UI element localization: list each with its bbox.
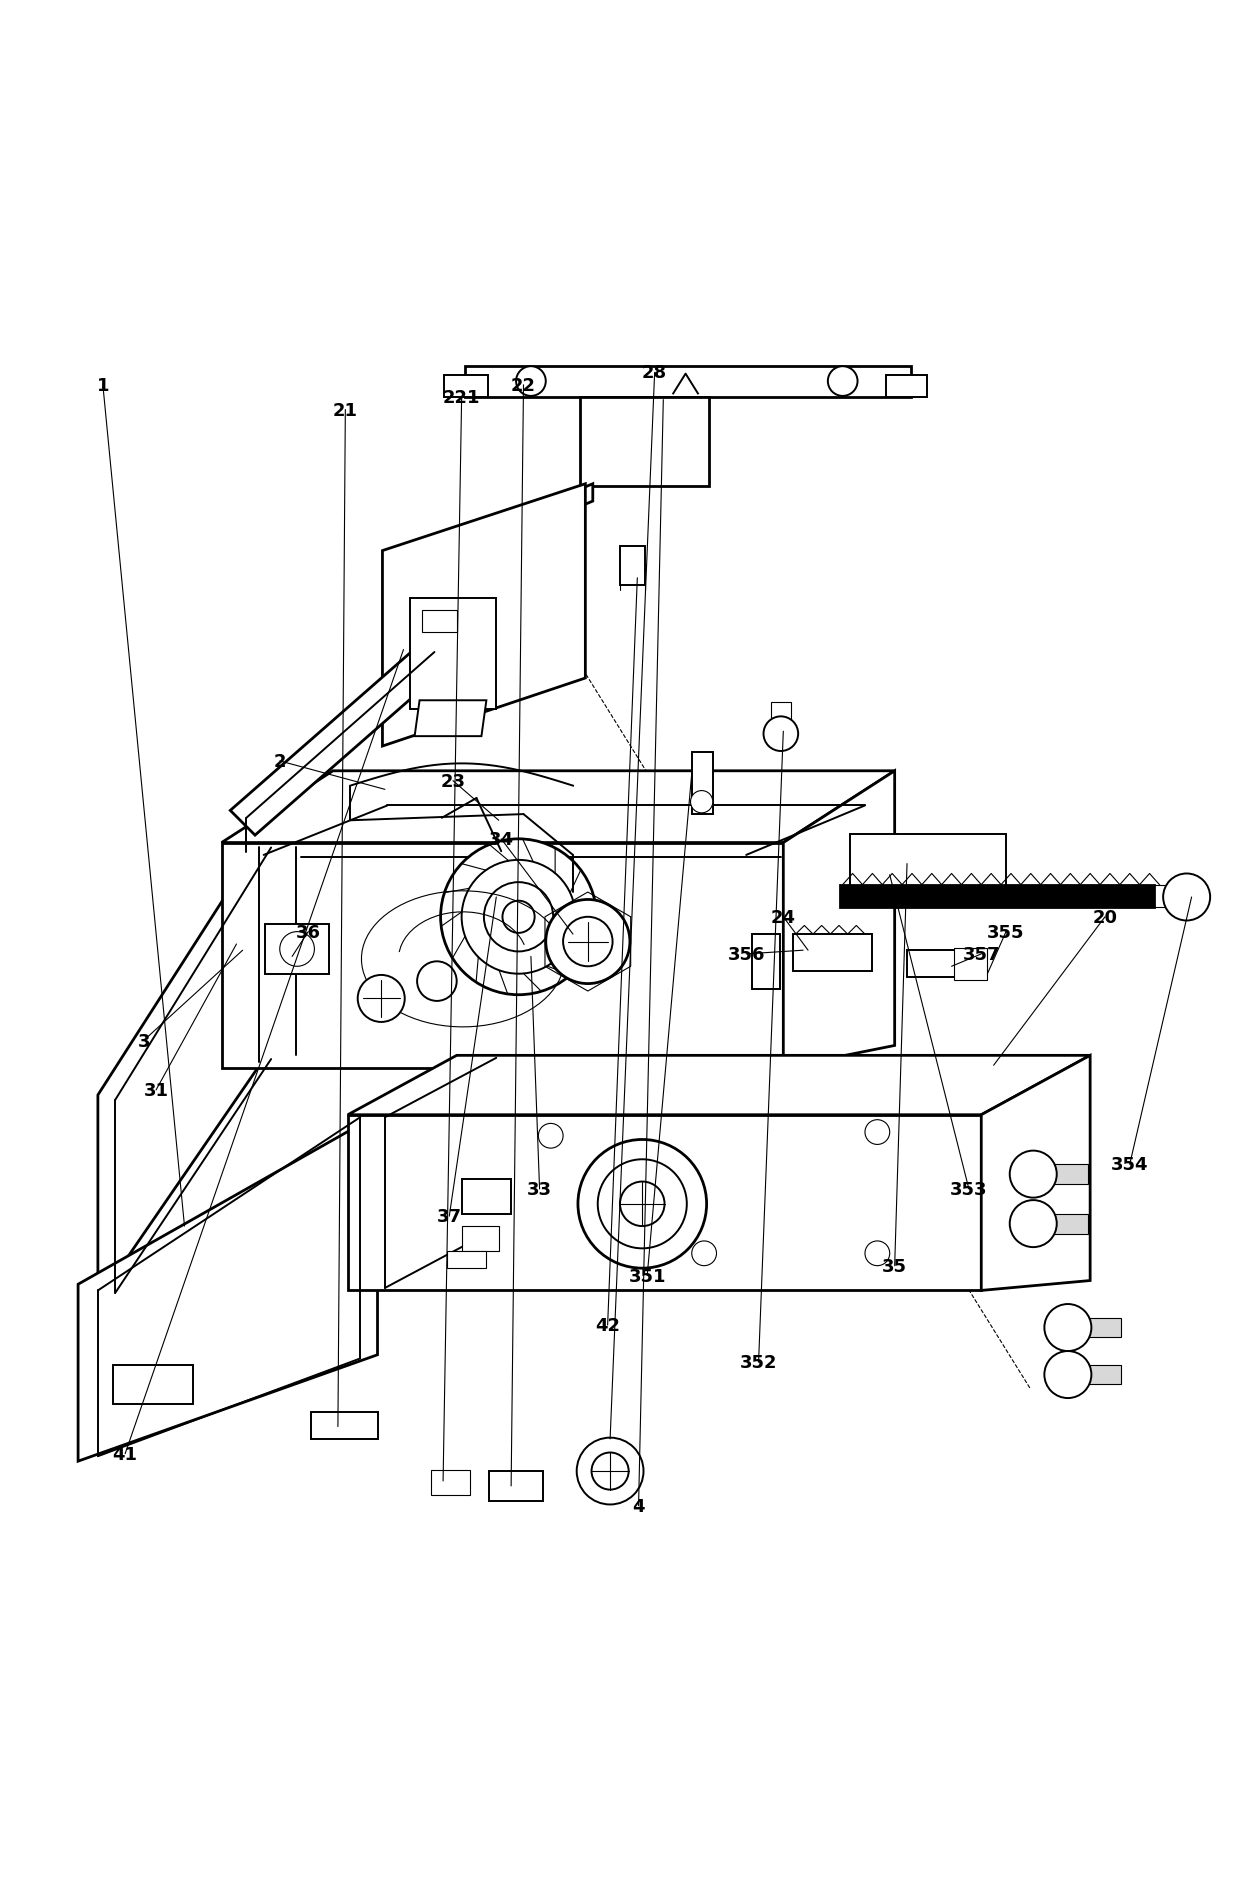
Circle shape <box>1044 1351 1091 1398</box>
Polygon shape <box>1030 1166 1087 1184</box>
Bar <box>1154 886 1189 907</box>
Bar <box>409 599 496 710</box>
Circle shape <box>502 901 534 933</box>
Polygon shape <box>841 886 1154 907</box>
Polygon shape <box>78 1115 377 1462</box>
Bar <box>461 1179 511 1215</box>
Text: 2: 2 <box>274 752 286 771</box>
Circle shape <box>516 366 546 397</box>
Text: 355: 355 <box>987 924 1024 941</box>
Bar <box>113 1366 193 1405</box>
Bar <box>794 935 873 971</box>
Bar <box>461 1226 498 1251</box>
Bar <box>430 1470 470 1494</box>
Circle shape <box>563 918 613 967</box>
Bar <box>906 950 959 979</box>
Text: 22: 22 <box>511 376 536 395</box>
Text: 35: 35 <box>882 1256 908 1275</box>
Circle shape <box>546 899 630 984</box>
Polygon shape <box>98 841 262 1302</box>
Bar <box>489 1472 543 1502</box>
Bar <box>265 926 330 975</box>
Bar <box>446 1251 486 1269</box>
Text: 34: 34 <box>489 831 513 848</box>
Text: 24: 24 <box>771 909 796 926</box>
Text: 1: 1 <box>97 376 109 395</box>
Polygon shape <box>422 610 456 633</box>
Polygon shape <box>465 366 910 399</box>
Bar <box>954 948 987 980</box>
Polygon shape <box>347 1056 1090 1115</box>
Circle shape <box>1044 1303 1091 1351</box>
Circle shape <box>866 1241 890 1266</box>
Polygon shape <box>784 771 895 1067</box>
Bar <box>859 842 997 882</box>
Text: 41: 41 <box>113 1445 138 1462</box>
Text: 42: 42 <box>595 1317 620 1334</box>
Text: 354: 354 <box>1111 1156 1148 1173</box>
Bar <box>851 835 1006 890</box>
Circle shape <box>280 931 315 967</box>
Polygon shape <box>449 484 593 561</box>
Circle shape <box>1009 1201 1056 1247</box>
Text: 3: 3 <box>138 1031 150 1050</box>
Text: 357: 357 <box>962 944 999 963</box>
Circle shape <box>764 718 799 752</box>
Circle shape <box>620 1183 665 1226</box>
Circle shape <box>692 1241 717 1266</box>
Circle shape <box>1009 1150 1056 1198</box>
Bar <box>771 703 791 737</box>
Circle shape <box>538 1124 563 1149</box>
Text: 352: 352 <box>740 1353 777 1371</box>
Text: 23: 23 <box>440 773 465 790</box>
Circle shape <box>484 882 553 952</box>
Circle shape <box>828 366 858 397</box>
Polygon shape <box>414 701 486 737</box>
Text: 21: 21 <box>332 400 358 419</box>
Polygon shape <box>444 376 487 399</box>
Text: 351: 351 <box>629 1268 666 1285</box>
Circle shape <box>461 859 575 975</box>
Polygon shape <box>1065 1366 1121 1385</box>
Polygon shape <box>981 1056 1090 1290</box>
Polygon shape <box>887 376 926 399</box>
Text: 33: 33 <box>527 1181 552 1198</box>
Polygon shape <box>231 646 444 835</box>
Text: 356: 356 <box>728 944 765 963</box>
Circle shape <box>598 1160 687 1249</box>
Bar <box>753 935 780 990</box>
Text: 37: 37 <box>436 1207 461 1226</box>
Bar <box>692 754 713 814</box>
Text: 4: 4 <box>632 1496 645 1515</box>
Text: 353: 353 <box>950 1181 987 1198</box>
Circle shape <box>866 1120 890 1145</box>
Circle shape <box>1163 875 1210 922</box>
Circle shape <box>578 1139 707 1269</box>
Circle shape <box>691 791 713 814</box>
Polygon shape <box>222 771 895 842</box>
Text: 36: 36 <box>295 924 321 941</box>
Circle shape <box>577 1438 644 1506</box>
Text: 31: 31 <box>144 1081 169 1099</box>
Polygon shape <box>1065 1319 1121 1337</box>
Polygon shape <box>222 842 784 1067</box>
Text: 221: 221 <box>443 389 480 406</box>
Polygon shape <box>1030 1215 1087 1234</box>
Circle shape <box>417 962 456 1001</box>
Polygon shape <box>347 1115 981 1290</box>
Bar <box>620 546 645 586</box>
Circle shape <box>357 975 404 1022</box>
Polygon shape <box>382 484 585 746</box>
Text: 28: 28 <box>642 365 667 382</box>
Circle shape <box>440 839 596 996</box>
Text: 20: 20 <box>1092 909 1117 926</box>
Polygon shape <box>580 399 709 487</box>
Circle shape <box>591 1453 629 1490</box>
Bar <box>311 1411 377 1439</box>
